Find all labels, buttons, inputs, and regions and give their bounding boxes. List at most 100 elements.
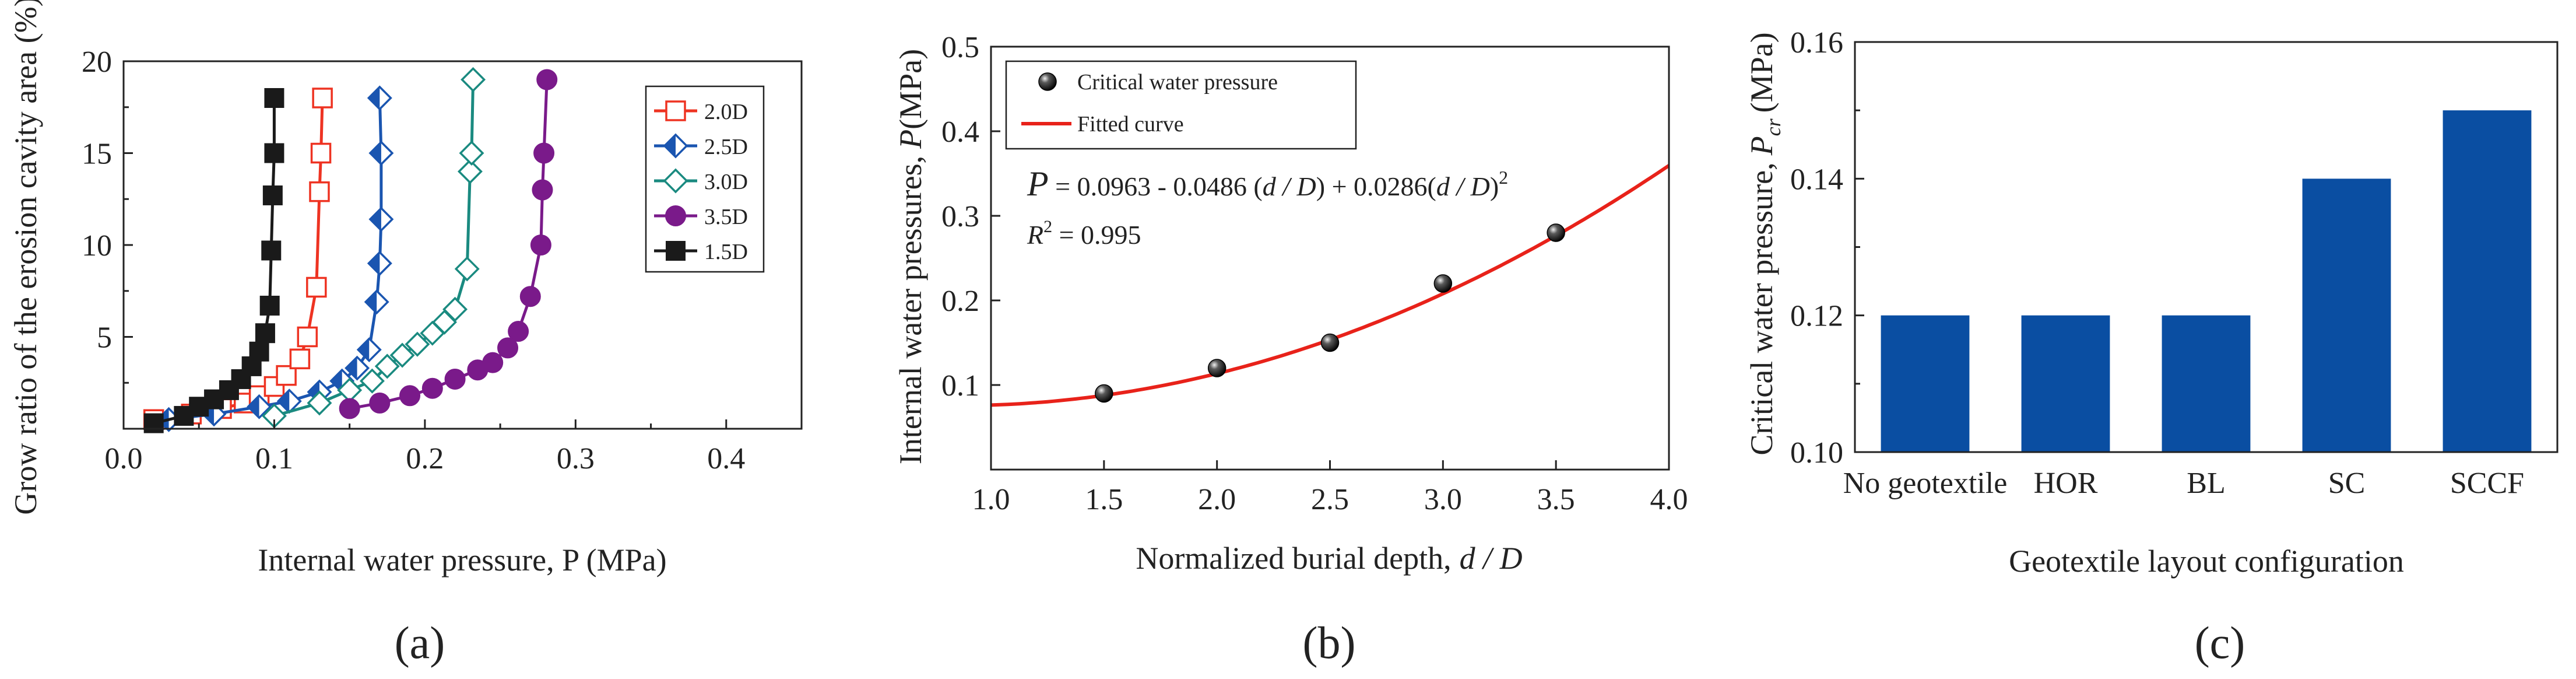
x-tick-label-4: 3.0 [1424, 483, 1462, 516]
panel-b-ylabel: Internal water pressures, P(MPa) [893, 49, 928, 464]
legend-label-3.5D: 3.5D [704, 205, 748, 229]
x-tick-label-5: 3.5 [1537, 483, 1575, 516]
series-point-3.5D-2 [399, 385, 421, 407]
series-point-3.0D-6 [405, 331, 430, 357]
x-tick-label-1: 0.1 [255, 442, 293, 475]
y-tick-label-3: 20 [82, 46, 112, 79]
legend-label-1.5D: 1.5D [704, 240, 748, 264]
panel-b-legend-box [1005, 60, 1357, 150]
series-point-3.0D-1 [307, 390, 332, 416]
series-point-1.5D-7 [249, 341, 269, 362]
series-point-2.5D-11-fill [370, 142, 381, 164]
critical-point-4 [1547, 223, 1565, 242]
y-tick-label-3: 0.16 [1790, 26, 1843, 60]
bar-3 [2302, 178, 2391, 452]
panel-b: 1.0 1.5 2.0 2.5 3.0 3.5 4.0 0.1 0.2 0.3 0.4 0.5 Cri… [893, 31, 1688, 668]
series-point-3.0D-12 [459, 141, 484, 166]
legend-marker-1.5D [666, 241, 686, 261]
panel-b-legend-label-critical: Critical water pressure [1077, 70, 1278, 94]
series-point-2.5D-8 [364, 289, 389, 315]
series-point-3.5D-3 [421, 377, 443, 399]
panel-c-ylabel: Critical water pressure, Pcr (MPa) [1744, 32, 1785, 455]
series-point-3.0D-4 [374, 354, 400, 379]
y-tick-label-2: 0.14 [1790, 163, 1843, 196]
series-point-2.5D-10-fill [370, 208, 381, 230]
eq-part-2: ) + 0.0286( [1316, 172, 1436, 201]
panel-b-marks [990, 164, 1670, 407]
series-point-2.5D-9 [367, 251, 392, 276]
series-point-2.0D-10 [309, 181, 330, 202]
series-point-2.0D-7 [289, 348, 311, 370]
series-point-3.5D-0 [339, 398, 360, 419]
x-tick-label-0: No geotextile [1843, 467, 2008, 500]
series-point-2.5D-8-fill [366, 290, 377, 313]
series-point-1.5D-10 [261, 240, 282, 261]
panel-c-bars [1881, 110, 2532, 452]
legend-marker-2.5D [663, 133, 688, 159]
critical-point-3 [1433, 274, 1453, 293]
legend-marker-3.0D [663, 168, 688, 194]
series-point-3.5D-8 [508, 321, 529, 342]
series-point-2.5D-11 [368, 141, 394, 166]
panel-c-caption: (c) [2195, 617, 2245, 668]
x-tick-label-3: 0.3 [557, 442, 595, 475]
panel-c-ticks: No geotextile HOR BL SC SCCF 0.10 0.12 0.14 0.16 [1790, 26, 2524, 500]
x-tick-label-4: 0.4 [707, 442, 745, 475]
panel-b-xlabel-text: Normalized burial depth, [1136, 541, 1451, 576]
bar-0 [1881, 315, 1970, 452]
series-point-3.5D-6 [482, 352, 504, 373]
y-tick-label-4: 0.5 [941, 31, 979, 64]
series-point-2.5D-12-fill [368, 87, 380, 109]
series-point-2.5D-9-fill [368, 252, 380, 275]
x-tick-label-3: SC [2328, 467, 2366, 500]
series-point-3.5D-13 [536, 69, 558, 90]
x-tick-label-2: 0.2 [406, 442, 444, 475]
series-point-2.5D-2 [247, 394, 272, 419]
panel-a-ticks: 0.0 0.1 0.2 0.3 0.4 5 10 15 20 [82, 46, 745, 475]
series-point-3.0D-5 [389, 342, 415, 368]
series-point-1.5D-13 [264, 88, 284, 108]
panel-a-ylabel: Grow ratio of the erosion cavity area (%… [8, 0, 43, 515]
panel-a-xlabel: Internal water pressure, P (MPa) [258, 542, 666, 578]
series-point-1.5D-9 [259, 295, 280, 316]
panel-a: 0.0 0.1 0.2 0.3 0.4 5 10 15 20 Internal water pr… [8, 0, 803, 668]
panel-b-caption: (b) [1303, 617, 1356, 668]
series-point-2.5D-2-fill [248, 396, 259, 418]
panel-b-ylabel-unit: (MPa) [893, 49, 928, 130]
critical-point-1 [1207, 359, 1227, 377]
panel-a-marks [143, 67, 558, 433]
eq-sup: 2 [1499, 167, 1508, 188]
series-point-3.0D-13 [461, 67, 486, 92]
panel-b-r2: R2 = 0.995 [1027, 217, 1141, 250]
series-point-2.5D-10 [368, 206, 394, 232]
panel-b-xlabel-var: d / D [1460, 541, 1523, 576]
y-tick-label-2: 15 [82, 138, 112, 171]
panel-a-legend-entries: 2.0D 2.5D 3.0D 3.5D 1.5D [654, 100, 748, 264]
series-point-2.5D-7-fill [358, 338, 370, 361]
series-point-3.5D-12 [533, 142, 555, 164]
series-point-2.5D-6-fill [346, 357, 357, 380]
series-point-1.5D-8 [255, 323, 275, 344]
x-tick-label-2: 2.0 [1198, 483, 1236, 516]
series-point-3.5D-9 [519, 286, 541, 307]
panel-b-legend-sphere-marker [1038, 72, 1057, 91]
series-point-3.5D-1 [369, 392, 391, 414]
x-tick-label-4: SCCF [2450, 467, 2524, 500]
critical-point-2 [1320, 333, 1340, 352]
series-point-2.5D-5-fill [331, 370, 342, 393]
fitted-curve [990, 164, 1670, 407]
panel-b-xlabel: Normalized burial depth, d / D [1136, 541, 1522, 576]
r2-sup: 2 [1043, 217, 1052, 236]
panel-a-caption: (a) [395, 617, 445, 668]
panel-b-legend-label-fitted: Fitted curve [1077, 112, 1184, 136]
series-point-3.0D-3 [359, 368, 385, 394]
panel-b-ylabel-text: Internal water pressures, [893, 156, 928, 464]
legend-marker-2.0D [665, 100, 686, 121]
panel-c-ylabel-sub: cr [1762, 118, 1785, 136]
series-point-2.5D-7 [356, 337, 382, 363]
x-tick-label-2: BL [2187, 467, 2225, 500]
critical-point-0 [1095, 384, 1113, 403]
eq-part-1: = 0.0963 - 0.0486 ( [1049, 172, 1263, 201]
series-point-3.5D-10 [530, 235, 551, 256]
y-tick-label-0: 0.10 [1790, 436, 1843, 470]
